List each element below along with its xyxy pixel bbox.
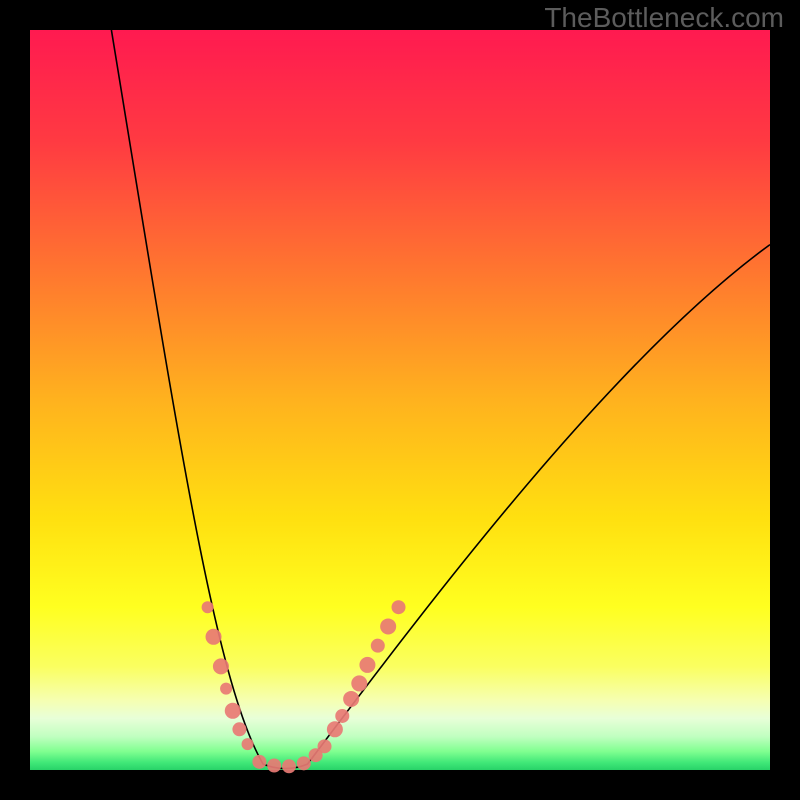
marker-point bbox=[202, 601, 214, 613]
marker-point bbox=[371, 639, 385, 653]
marker-point bbox=[343, 691, 359, 707]
marker-point bbox=[380, 618, 396, 634]
marker-point bbox=[225, 703, 241, 719]
marker-point bbox=[242, 738, 254, 750]
marker-point bbox=[392, 600, 406, 614]
marker-point bbox=[318, 739, 332, 753]
chart-frame: TheBottleneck.com bbox=[0, 0, 800, 800]
marker-point bbox=[206, 629, 222, 645]
marker-point bbox=[220, 683, 232, 695]
marker-point bbox=[359, 657, 375, 673]
marker-point bbox=[282, 759, 296, 773]
plot-background bbox=[30, 30, 770, 770]
marker-point bbox=[252, 755, 266, 769]
marker-point bbox=[351, 675, 367, 691]
chart-svg bbox=[0, 0, 800, 800]
marker-point bbox=[335, 709, 349, 723]
marker-point bbox=[297, 756, 311, 770]
marker-point bbox=[267, 759, 281, 773]
marker-point bbox=[327, 721, 343, 737]
marker-point bbox=[213, 658, 229, 674]
watermark-text: TheBottleneck.com bbox=[544, 2, 784, 34]
marker-point bbox=[232, 722, 246, 736]
